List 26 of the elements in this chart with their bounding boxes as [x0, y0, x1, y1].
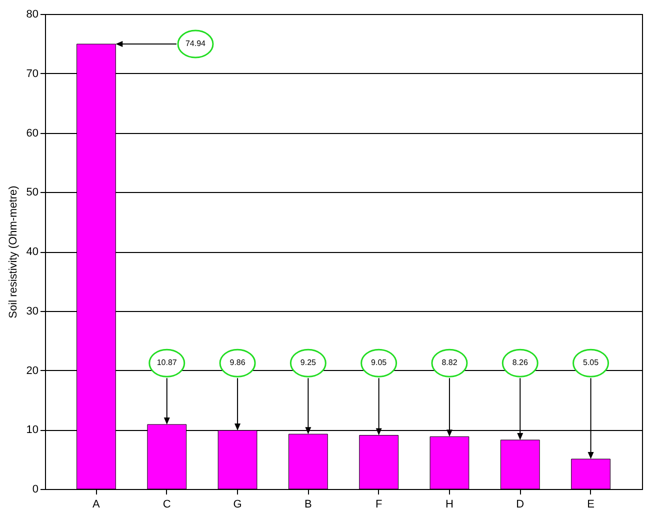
annotation: 9.86 — [230, 358, 246, 368]
annotation: 10.87 — [156, 358, 178, 368]
y-tick-label: 80 — [26, 8, 38, 20]
y-tick-label: 10 — [26, 424, 38, 436]
annotation: 5.05 — [582, 358, 600, 368]
y-tick-label: 0 — [32, 484, 38, 496]
x-tick-label: G — [233, 498, 242, 510]
annotation: 8.82 — [442, 358, 458, 368]
y-tick-label: 30 — [26, 305, 38, 318]
annotation: 74.94 — [185, 39, 206, 48]
y-tick-label: 70 — [26, 68, 38, 80]
y-tick-label: 40 — [26, 246, 38, 258]
x-tick-label: B — [304, 498, 312, 510]
x-tick-label: A — [92, 498, 101, 510]
annotation: 9.25 — [300, 358, 317, 368]
x-tick-label: E — [587, 498, 594, 510]
y-tick-label: 50 — [26, 186, 38, 199]
x-tick-label: H — [446, 498, 454, 510]
x-tick-label: C — [162, 498, 171, 510]
x-tick-label: D — [516, 498, 524, 510]
annotation: 9.05 — [371, 358, 388, 368]
annotation: 8.26 — [512, 358, 528, 368]
y-axis-title: Soil resistivity (Ohm-metre) — [7, 186, 20, 318]
x-tick-label: F — [375, 498, 382, 510]
y-tick-label: 60 — [26, 127, 38, 140]
y-tick-label: 20 — [26, 364, 38, 377]
